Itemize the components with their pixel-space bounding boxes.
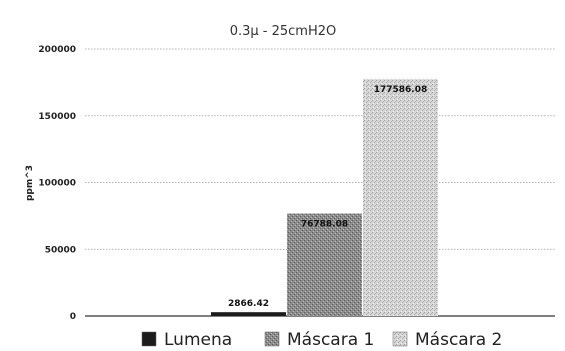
y-tick-label: 200000 <box>38 45 76 55</box>
bar-m-scara-1 <box>287 213 362 316</box>
legend-swatch <box>264 331 280 347</box>
legend-swatch <box>392 331 408 347</box>
bars <box>211 78 438 317</box>
bar-lumena <box>211 312 286 316</box>
data-labels: 2866.42 76788.08 177586.08 <box>228 85 427 309</box>
data-label: 177586.08 <box>374 85 428 95</box>
data-label: 2866.42 <box>228 299 269 309</box>
legend-label: Máscara 2 <box>415 330 502 350</box>
legend-swatch <box>141 331 157 347</box>
y-tick-label: 100000 <box>38 179 76 189</box>
legend: Lumena Máscara 1 Máscara 2 <box>141 330 502 350</box>
chart-title: 0.3μ - 25cmH2O <box>230 24 337 39</box>
y-axis-label: ppm^3 <box>25 165 35 201</box>
data-label: 76788.08 <box>301 219 348 229</box>
legend-label: Máscara 1 <box>287 330 374 350</box>
y-tick-label: 50000 <box>45 245 76 255</box>
y-tick-label: 0 <box>70 312 76 322</box>
bar-m-scara-2 <box>363 78 438 317</box>
legend-label: Lumena <box>164 330 232 350</box>
y-tick-label: 150000 <box>38 112 76 122</box>
y-axis-ticks: 0 50000 100000 150000 200000 <box>38 45 76 322</box>
